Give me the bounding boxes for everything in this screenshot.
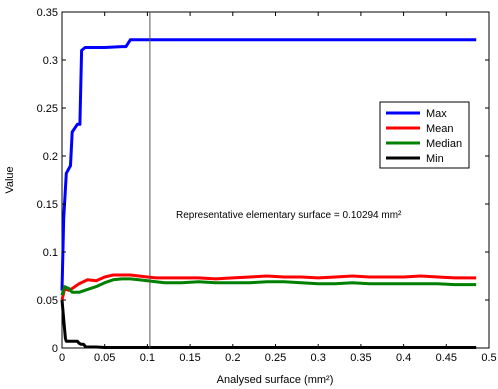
x-tick-label: 0.15: [179, 352, 200, 364]
x-tick-label: 0.4: [396, 352, 411, 364]
x-axis-title: Analysed surface (mm²): [217, 374, 334, 386]
series-line-mean: [60, 273, 477, 301]
y-tick-label: 0.05: [37, 295, 58, 307]
x-tick-label: 0.35: [350, 352, 371, 364]
y-tick-label: 0.3: [43, 55, 58, 67]
legend-label-median: Median: [426, 138, 462, 150]
y-tick-label: 0.35: [37, 7, 58, 19]
y-tick-label: 0.2: [43, 151, 58, 163]
legend-items: Max Mean Median Min: [386, 108, 462, 165]
plot-area: [61, 11, 490, 349]
y-tick-label: 0.25: [37, 103, 58, 115]
series-line-min: [60, 299, 477, 349]
legend-label-mean: Mean: [426, 123, 454, 135]
legend-label-max: Max: [426, 108, 447, 120]
x-tick-label: 0.45: [436, 352, 457, 364]
series-line-median: [60, 277, 477, 296]
series-layer: [60, 38, 477, 349]
x-tick-label: 0.05: [94, 352, 115, 364]
x-tick-label: 0.2: [225, 352, 240, 364]
y-tick-label: 0: [52, 343, 58, 355]
x-tick-label: 0.3: [311, 352, 326, 364]
x-tick-label: 0.1: [140, 352, 155, 364]
legend: Max Mean Median Min: [379, 101, 470, 169]
x-tick-label: 0.5: [481, 352, 496, 364]
axis-layer: 0 0.05 0.1 0.15 0.2 0.25 0.3 0.35 0.4 0.45 0.5 0 0.0…: [37, 7, 497, 364]
y-axis-title: Value: [4, 166, 16, 193]
rev-annotation: Representative elementary surface = 0.10…: [176, 210, 402, 221]
y-tick-label: 0.15: [37, 199, 58, 211]
x-tick-label: 0: [59, 352, 65, 364]
x-tick-label: 0.25: [265, 352, 286, 364]
series-line-max: [60, 38, 477, 291]
y-tick-label: 0.1: [43, 247, 58, 259]
legend-label-min: Min: [426, 153, 444, 165]
